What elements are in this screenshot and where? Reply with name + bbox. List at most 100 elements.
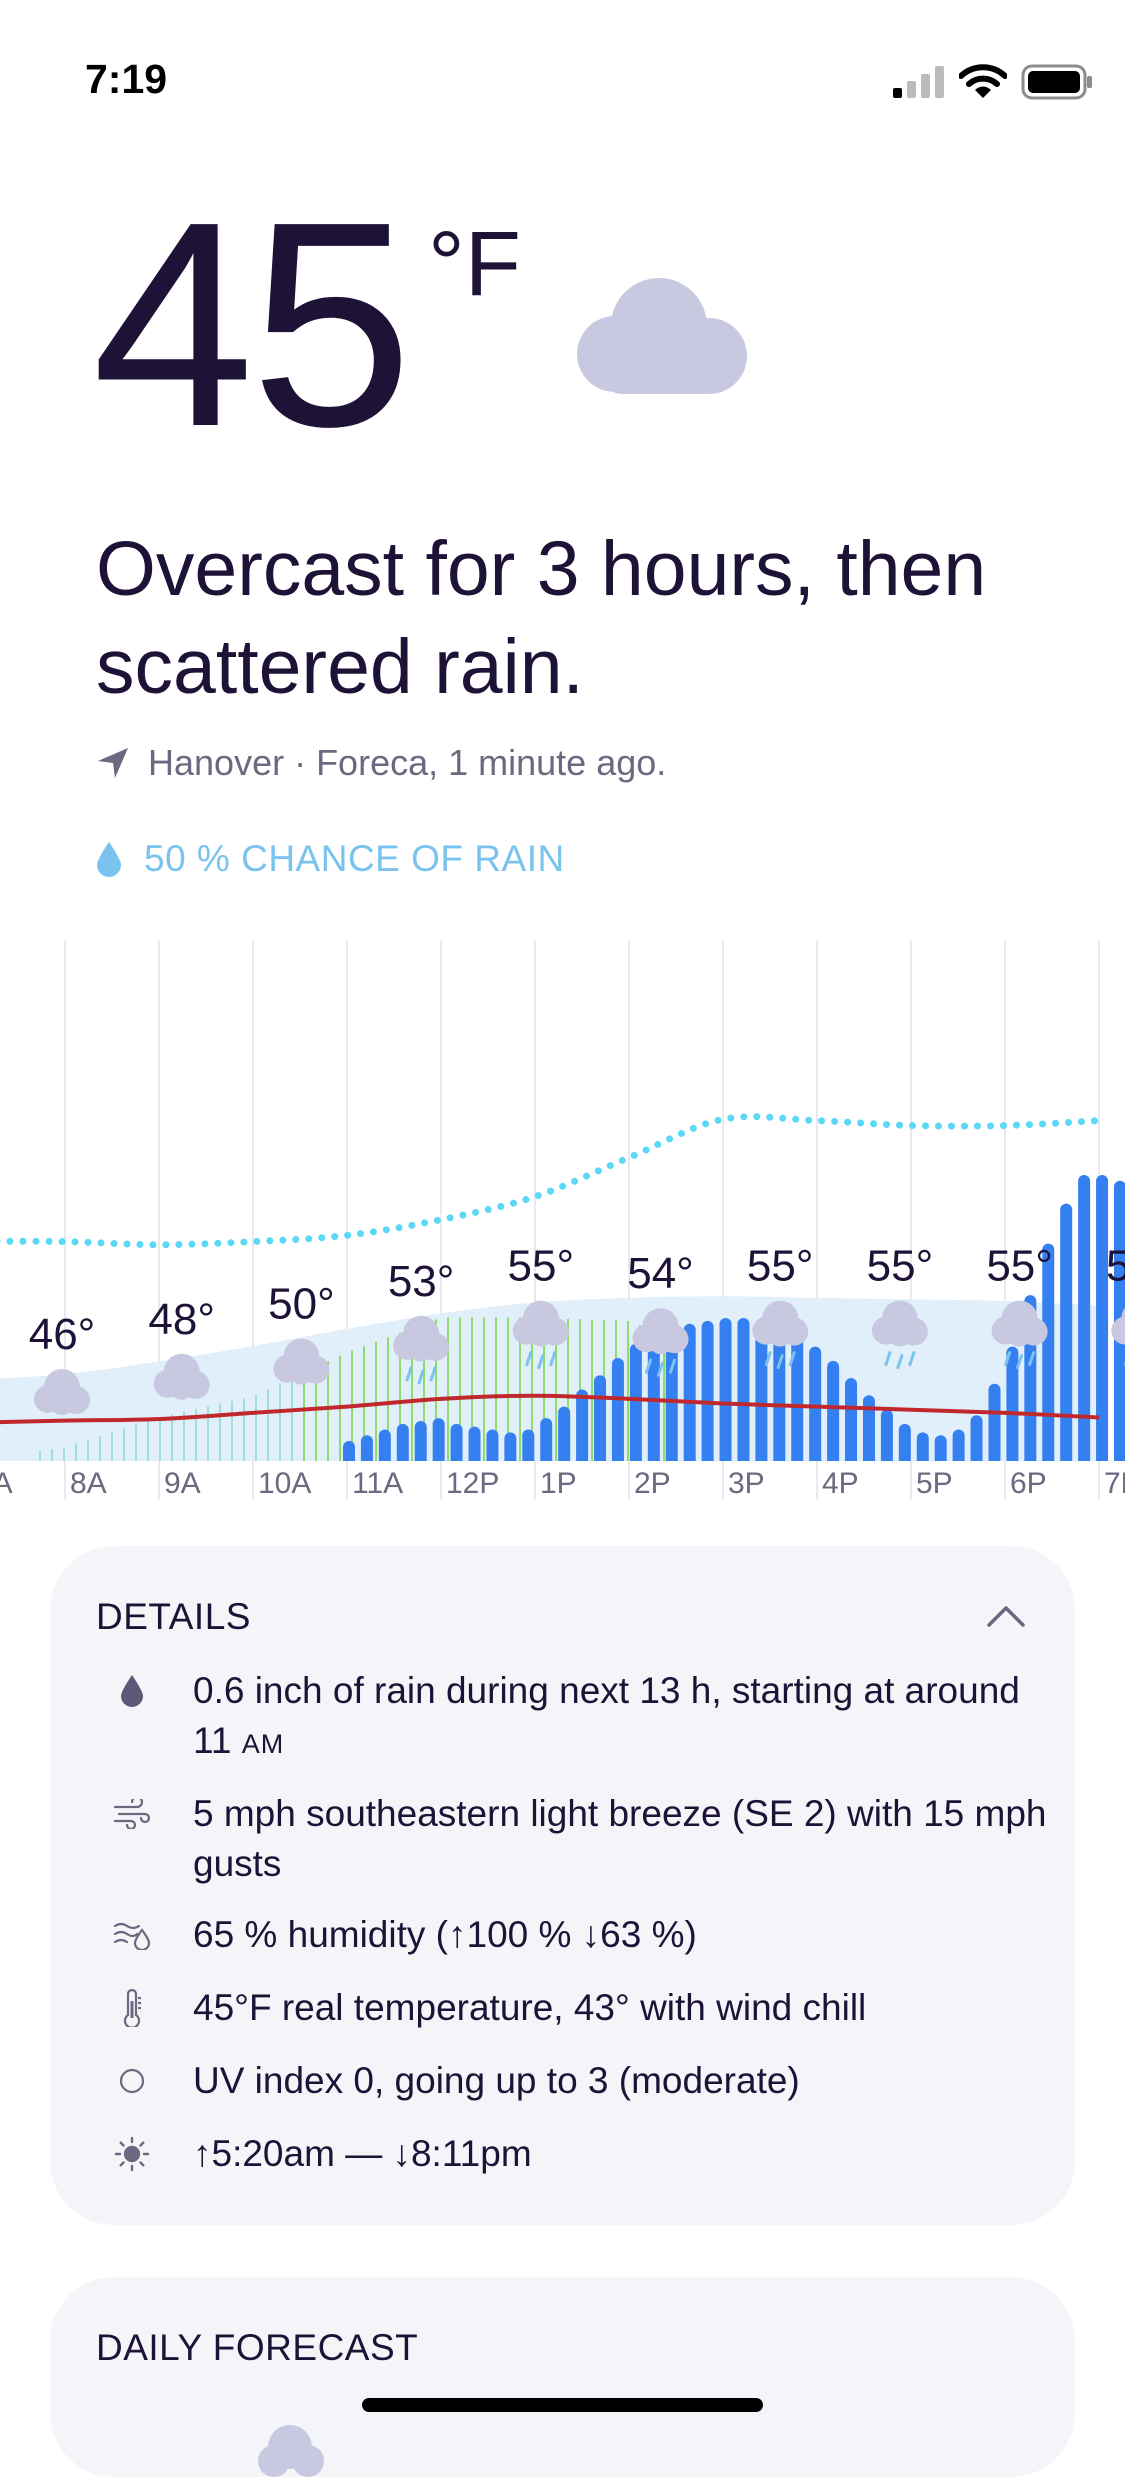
red-series-line [0,1393,1100,1425]
precip-bar [1042,1243,1055,1461]
hour-label: 6P [1010,1467,1047,1500]
precip-bar [576,1389,589,1461]
hourly-temperature-label: 48° [148,1295,215,1344]
raindrop-icon [97,842,121,877]
detail-text: 65 % humidity (↑100 % ↓63 %) [193,1914,697,1955]
rain-cloud-icon [991,1300,1048,1370]
rain-cloud-icon [1111,1307,1125,1367]
chance-of-rain: 50 % CHANCE OF RAIN [96,838,565,880]
precip-bar [683,1323,696,1461]
detail-text: 45°F real temperature, 43° with wind chi… [193,1987,867,2028]
rain-cloud-icon [871,1300,928,1370]
home-indicator[interactable] [362,2398,763,2412]
precip-bar [952,1429,965,1461]
chance-of-rain-text: 50 % CHANCE OF RAIN [144,838,565,879]
precip-bar [343,1440,355,1461]
detail-text-suffix: AM [241,1729,285,1759]
details-title: DETAILS [96,1596,251,1637]
precip-bar [432,1418,445,1461]
precip-bar [629,1343,642,1461]
hourly-temperature-label: 54° [627,1249,694,1298]
precip-bar [522,1429,535,1461]
precip-bar [486,1429,499,1461]
battery-icon [1021,64,1092,100]
hourly-temperature-label: 55° [986,1242,1053,1291]
hour-label: 9A [164,1467,201,1500]
precip-bar [450,1423,463,1461]
precip-bar [378,1429,391,1461]
precip-bar [845,1378,858,1461]
precip-bar [809,1346,822,1461]
detail-text: 0.6 inch of rain during next 13 h, start… [193,1670,1020,1761]
precip-bar [360,1435,373,1461]
hour-label: 8A [70,1467,107,1500]
precip-bar [934,1435,947,1461]
cloud-icon [258,2425,324,2477]
precip-bar [737,1318,750,1461]
chevron-up-icon[interactable] [986,1604,1026,1628]
hour-label: 11A [352,1467,403,1500]
precip-bar [701,1320,714,1461]
thermometer-icon [112,1988,152,2028]
precip-bar [1006,1346,1019,1461]
location-text: Hanover · Foreca, 1 minute ago. [148,742,667,783]
cellular-signal-icon [893,66,944,98]
precip-bar [916,1432,929,1461]
precipitation-area [0,1296,1099,1461]
status-time: 7:19 [85,56,168,102]
precip-bar [970,1415,983,1461]
detail-text: UV index 0, going up to 3 (moderate) [193,2060,800,2101]
precip-bar [594,1375,607,1461]
hourly-temperature-label: 55° [747,1242,814,1291]
precip-bar [504,1432,517,1461]
precip-bar [558,1406,571,1461]
precip-bar [1078,1175,1091,1461]
hour-label: 5P [916,1467,953,1500]
precip-bar [719,1318,732,1461]
hour-label: 12P [446,1467,499,1500]
precip-bar [898,1423,911,1461]
cloud-icon [273,1338,330,1385]
hour-label: 3P [728,1467,765,1500]
hourly-temperature-label: 55° [508,1242,575,1291]
hourly-forecast-chart[interactable]: 46° 48° 50° 53° 55° 54° 55° 55° 55° 55° 7A 8A 9A 10A 1… [0,940,1125,1500]
precip-bar [791,1332,804,1461]
wind-icon [112,1794,152,1834]
precip-bar [755,1320,768,1461]
precip-bar [880,1409,893,1461]
hourly-temperature-label: 55° [867,1242,934,1291]
raindrop-icon [112,1671,152,1711]
hour-label: 1P [540,1467,577,1500]
hour-label: 7P [1104,1467,1125,1500]
cloud-icon [577,278,747,394]
precip-bar [396,1423,409,1461]
humidity-dotted-line [0,1113,1103,1249]
precip-bar [611,1358,624,1461]
cloud-icon [34,1369,90,1415]
cloud-icon [153,1353,210,1400]
precip-bar [862,1395,875,1461]
details-card: DETAILS 0.6 inch of rain during next 13 … [50,1546,1075,2225]
daily-forecast-card: DAILY FORECAST [50,2277,1075,2477]
uv-circle-icon [112,2061,152,2101]
daily-forecast-title: DAILY FORECAST [96,2327,419,2368]
precip-bar [827,1360,840,1461]
rain-cloud-icon [512,1300,569,1370]
precip-bar [988,1383,1001,1461]
sun-icon [112,2134,152,2174]
rain-cloud-icon [752,1300,809,1370]
forecast-headline: Overcast for 3 hours, then scattered rai… [96,526,987,710]
humidity-icon [112,1915,152,1955]
location-line[interactable]: Hanover · Foreca, 1 minute ago. [96,742,666,784]
hourly-temperature-label: 55° [1106,1242,1125,1291]
rain-cloud-icon [632,1308,689,1377]
hour-label: 2P [634,1467,671,1500]
precip-bar [414,1420,427,1461]
hour-label: 10A [258,1467,311,1500]
hourly-temperature-label: 46° [29,1310,96,1359]
hourly-temperature-label: 50° [268,1280,335,1329]
precip-bar [468,1426,481,1461]
precip-bar [1096,1175,1109,1461]
detail-text: ↑5:20am — ↓8:11pm [193,2133,532,2174]
hour-label: 4P [822,1467,859,1500]
